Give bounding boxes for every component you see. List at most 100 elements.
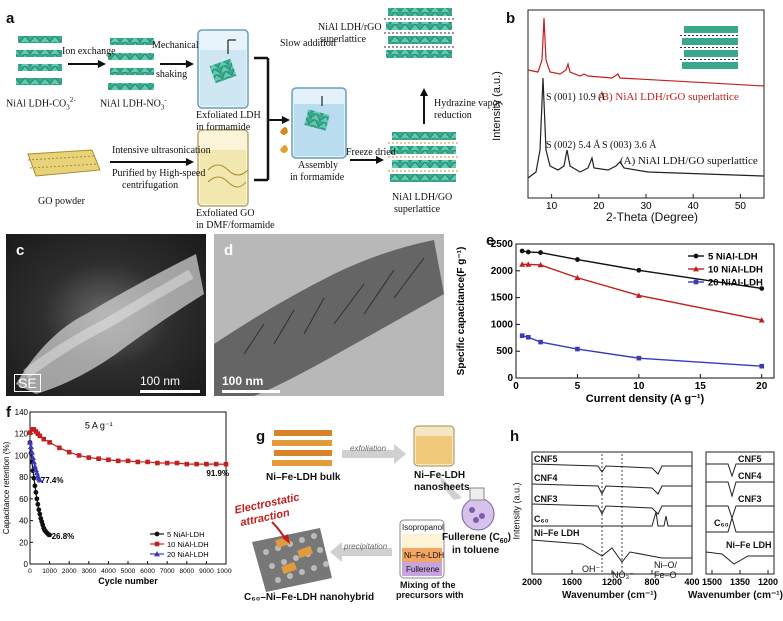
tem-image xyxy=(214,240,444,396)
chart-f-point xyxy=(213,461,219,467)
chart-e-series-line xyxy=(521,334,762,367)
ldh-go-superlattice-icon xyxy=(388,132,460,182)
chart-e-point xyxy=(537,261,544,268)
panel-f: f 0 1000 2000 3000 4000 5000 6000 7000 8000 9000 1… xyxy=(0,402,232,587)
chart-f-legend-label: 5 NiAl-LDH xyxy=(167,530,205,539)
chart-f-point xyxy=(37,511,43,517)
purified-label-2: centrifugation xyxy=(122,180,179,191)
vial-iso-label: Isopropanol xyxy=(402,523,444,532)
ir-tick-label: 800 xyxy=(644,577,659,587)
chart-e-xtick-label: 0 xyxy=(513,381,519,392)
chart-e-legend-marker xyxy=(693,279,699,285)
ir-tick-label: 1200 xyxy=(602,577,622,587)
ldh-no3-stack-icon xyxy=(108,38,154,90)
exfoliated-ldh-label-1: Exfoliated LDH xyxy=(196,110,261,121)
chart-f-point xyxy=(36,507,42,513)
xrd-tick-label: 50 xyxy=(735,201,747,212)
retention-chart: 0 1000 2000 3000 4000 5000 6000 7000 8000 9000 100… xyxy=(2,408,232,586)
ir-right-ldh xyxy=(705,551,774,565)
chart-f-xtick-label: 6000 xyxy=(140,568,155,575)
chart-e-ytick-label: 1000 xyxy=(491,319,514,330)
chart-f-point xyxy=(30,458,37,465)
xrd-peak-s002: S (002) 5.4 Å xyxy=(546,140,601,151)
chart-f-point xyxy=(27,430,33,435)
panel-b-label: b xyxy=(506,10,516,27)
ir-label-ldh: Ni–Fe LDH xyxy=(534,528,580,538)
chart-f-xlabel: Cycle number xyxy=(98,576,158,586)
beaker-assembly-icon xyxy=(280,87,347,159)
ldh-bulk-icon xyxy=(272,430,332,466)
mixing-vial-icon xyxy=(399,519,445,579)
chart-e-point xyxy=(636,355,642,361)
ir-label-cnf3: CNF3 xyxy=(534,494,558,504)
panel-d-tem: d 100 nm xyxy=(214,234,444,396)
chart-f-xtick-label: 3000 xyxy=(81,568,96,575)
chart-e-xtick-label: 15 xyxy=(695,381,707,392)
sem-image xyxy=(16,254,204,394)
chart-f-legend-marker xyxy=(154,541,160,547)
hydrazine-label-2: reduction xyxy=(434,110,472,121)
xrd-inset-superlattice-icon xyxy=(680,26,740,69)
chart-e-point xyxy=(636,267,642,273)
panel-a-label: a xyxy=(6,10,15,27)
chart-f-xtick-label: 5000 xyxy=(121,568,136,575)
tem-scale-bar xyxy=(222,390,280,393)
ldh-bulk-label: Ni–Fe-LDH bulk xyxy=(266,472,341,483)
chart-f-ytick-label: 140 xyxy=(15,408,29,417)
chart-e-point xyxy=(525,261,532,267)
ir-right-label-ldh: Ni–Fe LDH xyxy=(726,540,772,550)
chart-f-point xyxy=(35,501,41,507)
exfoliated-go-label-1: Exfoliated GO xyxy=(196,208,255,219)
chart-f-ytick-label: 100 xyxy=(15,451,29,460)
go-powder-label: GO powder xyxy=(38,196,85,207)
xrd-tick-label: 20 xyxy=(593,201,605,212)
xrd-peak-s001: S (001) 10.9 Å xyxy=(546,92,606,103)
ir-chart: 2000 1600 1200 800 400 1500 1350 1200 xyxy=(522,451,778,587)
chart-f-point xyxy=(115,458,121,464)
chart-f-point xyxy=(29,454,36,460)
ldh-co3-stack-icon xyxy=(16,36,62,85)
chart-f-ytick-label: 40 xyxy=(19,517,28,526)
chart-e-point xyxy=(525,249,531,255)
xrd-xlabel: 2-Theta (Degree) xyxy=(606,210,699,224)
sem-scale: 100 nm xyxy=(140,374,181,388)
exfoliated-ldh-label-2: in formamide xyxy=(196,122,251,133)
ir-xlabel-right: Wavenumber (cm⁻¹) xyxy=(688,590,783,601)
chart-f-point xyxy=(33,489,39,495)
chart-e-xlabel: Current density (A g⁻¹) xyxy=(586,393,705,405)
chart-f-legend-marker xyxy=(154,551,160,557)
chart-f-xtick-label: 7000 xyxy=(160,568,175,575)
nial-co3-label: NiAl LDH-CO32- xyxy=(6,96,76,112)
ir-right-c60 xyxy=(706,516,774,533)
chart-f-ylabel: Capacitance retention (%) xyxy=(2,441,11,534)
ir-curve-cnf3 xyxy=(531,503,692,516)
chart-f-point xyxy=(184,461,190,467)
chart-f-xtick-label: 4000 xyxy=(101,568,116,575)
chart-f-ytick-label: 0 xyxy=(24,560,29,569)
chart-f-point xyxy=(33,469,40,476)
mixing-label-2: precursors with xyxy=(396,590,464,600)
chart-f-point xyxy=(37,433,43,439)
chart-f-point xyxy=(27,439,33,445)
chart-e-xtick-label: 10 xyxy=(633,381,645,392)
chart-f-point xyxy=(125,458,131,464)
chart-f-point xyxy=(31,463,38,469)
panel-e: e 0 5 10 15 20 0 500 1000 1500 2000 2500 Current de… xyxy=(450,232,783,406)
panel-f-label: f xyxy=(6,404,11,421)
chart-f-xtick-label: 1000 xyxy=(42,568,57,575)
chart-e-point xyxy=(519,333,525,338)
chart-f-end-label: 26.8% xyxy=(52,532,75,541)
mixing-label-1: Mixing of the xyxy=(400,580,456,590)
chart-e-ytick-label: 2000 xyxy=(491,266,514,277)
chart-f-point xyxy=(36,476,43,483)
chart-f-legend-label: 20 NiAl-LDH xyxy=(167,550,209,559)
chart-f-point xyxy=(34,496,40,502)
ir-nio-label: Ni–O/ xyxy=(654,560,678,570)
panel-a: a xyxy=(0,0,501,231)
fullerene-flask-icon xyxy=(461,487,495,531)
xrd-ylabel: Intensity (a.u.) xyxy=(490,71,503,141)
chart-f-point xyxy=(106,457,111,463)
ion-exchange-label: Ion exchange xyxy=(62,46,116,57)
chart-e-legend-label: 10 NiAl-LDH xyxy=(708,265,763,276)
